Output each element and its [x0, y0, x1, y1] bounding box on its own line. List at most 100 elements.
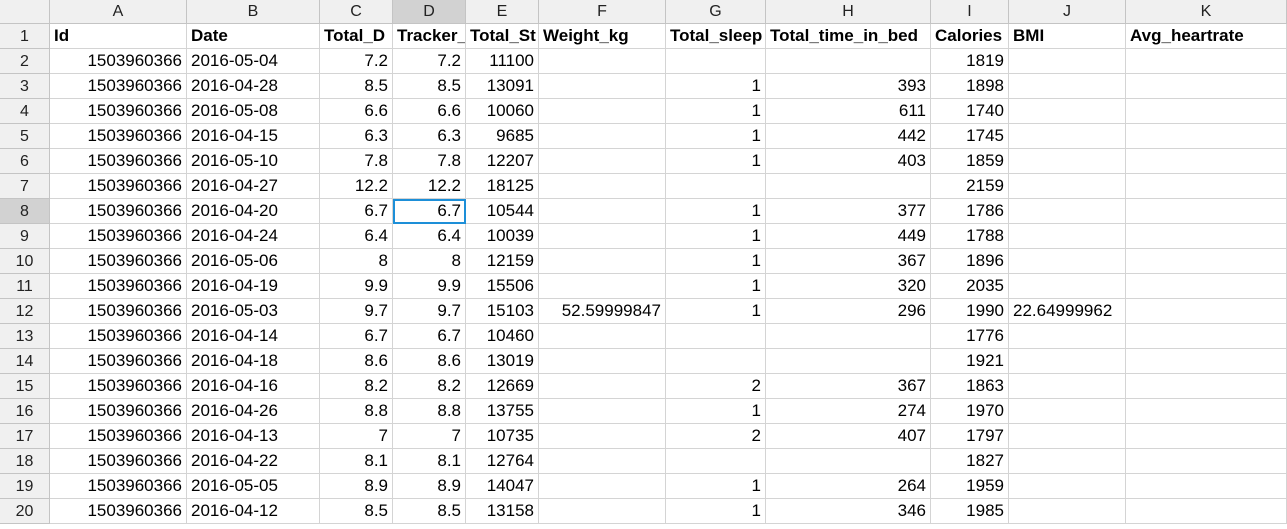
table-cell[interactable]: 6.3 [320, 124, 393, 149]
table-cell[interactable]: 13019 [466, 349, 539, 374]
table-cell[interactable]: 2016-05-10 [187, 149, 320, 174]
table-cell[interactable] [1126, 449, 1287, 474]
column-title-cell[interactable]: Total_D [320, 24, 393, 49]
table-cell[interactable]: 2 [666, 424, 766, 449]
table-cell[interactable]: 1503960366 [50, 49, 187, 74]
table-cell[interactable]: 2016-05-04 [187, 49, 320, 74]
table-cell[interactable] [1009, 99, 1126, 124]
table-cell[interactable] [1009, 274, 1126, 299]
table-cell[interactable] [1009, 499, 1126, 524]
table-cell[interactable]: 1503960366 [50, 274, 187, 299]
table-cell[interactable]: 1819 [931, 49, 1009, 74]
row-header-5[interactable]: 5 [0, 124, 50, 149]
table-cell[interactable] [539, 399, 666, 424]
table-cell[interactable]: 1 [666, 474, 766, 499]
table-cell[interactable]: 7.2 [320, 49, 393, 74]
row-header-16[interactable]: 16 [0, 399, 50, 424]
table-cell[interactable]: 1786 [931, 199, 1009, 224]
column-title-cell[interactable]: Total_sleep [666, 24, 766, 49]
table-cell[interactable] [539, 224, 666, 249]
table-cell[interactable]: 1503960366 [50, 299, 187, 324]
table-cell[interactable]: 8.8 [393, 399, 466, 424]
table-cell[interactable]: 2016-04-26 [187, 399, 320, 424]
table-cell[interactable]: 2016-05-05 [187, 474, 320, 499]
table-cell[interactable]: 367 [766, 249, 931, 274]
column-title-cell[interactable]: Weight_kg [539, 24, 666, 49]
table-cell[interactable] [1009, 324, 1126, 349]
table-cell[interactable] [1126, 224, 1287, 249]
table-cell[interactable]: 9.7 [320, 299, 393, 324]
table-cell[interactable] [1009, 449, 1126, 474]
table-cell[interactable]: 2016-04-15 [187, 124, 320, 149]
table-cell[interactable]: 7.8 [320, 149, 393, 174]
table-cell[interactable] [1009, 174, 1126, 199]
table-cell[interactable]: 2016-04-19 [187, 274, 320, 299]
table-cell[interactable]: 6.6 [393, 99, 466, 124]
table-cell[interactable]: 12669 [466, 374, 539, 399]
table-cell[interactable]: 18125 [466, 174, 539, 199]
table-cell[interactable]: 1 [666, 499, 766, 524]
table-cell[interactable]: 8.5 [393, 499, 466, 524]
column-title-cell[interactable]: Tracker_ [393, 24, 466, 49]
row-header-7[interactable]: 7 [0, 174, 50, 199]
table-cell[interactable]: 611 [766, 99, 931, 124]
table-cell[interactable] [1009, 74, 1126, 99]
table-cell[interactable]: 13755 [466, 399, 539, 424]
table-cell[interactable]: 2016-04-12 [187, 499, 320, 524]
table-cell[interactable]: 264 [766, 474, 931, 499]
table-cell[interactable]: 1503960366 [50, 174, 187, 199]
table-cell[interactable] [766, 49, 931, 74]
row-header-17[interactable]: 17 [0, 424, 50, 449]
column-header-g[interactable]: G [666, 0, 766, 24]
table-cell[interactable] [539, 174, 666, 199]
column-header-f[interactable]: F [539, 0, 666, 24]
row-header-13[interactable]: 13 [0, 324, 50, 349]
table-cell[interactable]: 52.59999847 [539, 299, 666, 324]
table-cell[interactable]: 2016-04-28 [187, 74, 320, 99]
table-cell[interactable]: 449 [766, 224, 931, 249]
table-cell[interactable]: 1 [666, 299, 766, 324]
table-cell[interactable] [1126, 249, 1287, 274]
table-cell[interactable]: 9.9 [320, 274, 393, 299]
row-header-20[interactable]: 20 [0, 499, 50, 524]
table-cell[interactable]: 1503960366 [50, 474, 187, 499]
table-cell[interactable] [766, 324, 931, 349]
table-cell[interactable]: 1503960366 [50, 324, 187, 349]
table-cell[interactable]: 1 [666, 399, 766, 424]
row-header-4[interactable]: 4 [0, 99, 50, 124]
table-cell[interactable] [1126, 99, 1287, 124]
table-cell[interactable]: 15506 [466, 274, 539, 299]
table-cell[interactable]: 8.9 [393, 474, 466, 499]
table-cell[interactable]: 9.7 [393, 299, 466, 324]
column-title-cell[interactable]: Avg_heartrate [1126, 24, 1287, 49]
column-header-d[interactable]: D [393, 0, 466, 24]
table-cell[interactable]: 11100 [466, 49, 539, 74]
column-title-cell[interactable]: Total_time_in_bed [766, 24, 931, 49]
column-header-a[interactable]: A [50, 0, 187, 24]
table-cell[interactable] [1126, 174, 1287, 199]
table-cell[interactable]: 6.7 [393, 324, 466, 349]
table-cell[interactable]: 1 [666, 99, 766, 124]
table-cell[interactable] [1009, 474, 1126, 499]
row-header-2[interactable]: 2 [0, 49, 50, 74]
table-cell[interactable]: 1740 [931, 99, 1009, 124]
row-header-18[interactable]: 18 [0, 449, 50, 474]
table-cell[interactable] [539, 449, 666, 474]
table-cell[interactable]: 8 [393, 249, 466, 274]
table-cell[interactable] [666, 49, 766, 74]
table-cell[interactable] [539, 199, 666, 224]
table-cell[interactable]: 8.8 [320, 399, 393, 424]
table-cell[interactable] [1126, 349, 1287, 374]
table-cell[interactable]: 8.5 [393, 74, 466, 99]
row-header-9[interactable]: 9 [0, 224, 50, 249]
table-cell[interactable]: 7.2 [393, 49, 466, 74]
table-cell[interactable] [1009, 224, 1126, 249]
table-cell[interactable] [1126, 474, 1287, 499]
column-header-h[interactable]: H [766, 0, 931, 24]
table-cell[interactable]: 1503960366 [50, 374, 187, 399]
row-header-8[interactable]: 8 [0, 199, 50, 224]
column-header-c[interactable]: C [320, 0, 393, 24]
table-cell[interactable]: 10060 [466, 99, 539, 124]
table-cell[interactable] [539, 274, 666, 299]
table-cell[interactable] [539, 49, 666, 74]
